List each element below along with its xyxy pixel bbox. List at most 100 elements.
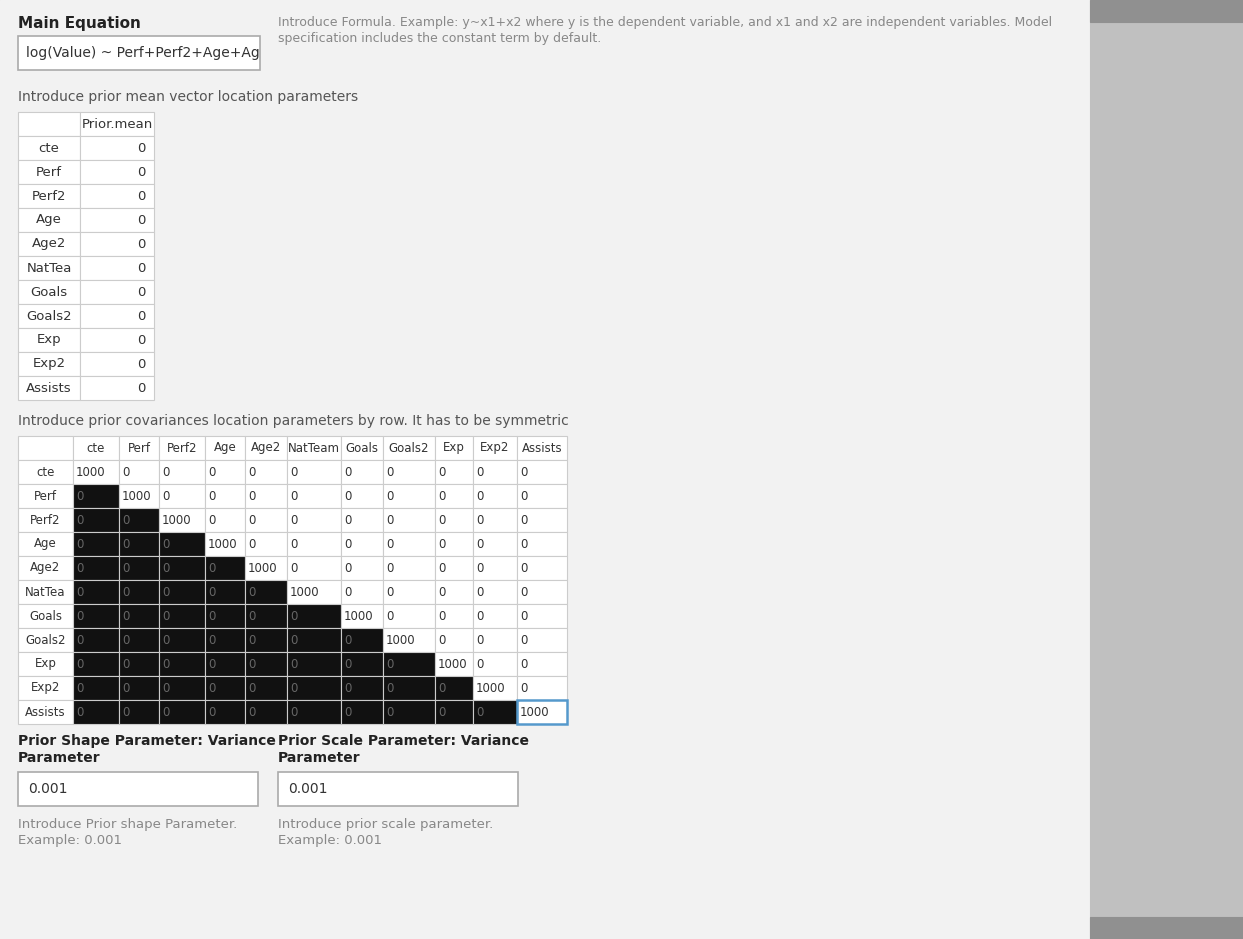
Bar <box>1090 917 1243 939</box>
Text: 0: 0 <box>76 514 83 527</box>
Text: 0: 0 <box>208 657 215 670</box>
Bar <box>278 772 518 806</box>
Bar <box>287 436 341 460</box>
Bar <box>0 0 1090 939</box>
Bar <box>17 484 73 508</box>
Text: Example: 0.001: Example: 0.001 <box>17 834 122 847</box>
Text: NatTea: NatTea <box>26 261 72 274</box>
Text: 0: 0 <box>438 634 445 646</box>
Bar <box>245 460 287 484</box>
Bar <box>17 304 80 328</box>
Bar <box>17 772 259 806</box>
Text: 0: 0 <box>344 466 352 479</box>
Text: 0: 0 <box>344 705 352 718</box>
Text: 0: 0 <box>520 466 527 479</box>
Bar <box>383 556 435 580</box>
Text: Goals: Goals <box>29 609 62 623</box>
Bar <box>435 484 474 508</box>
Text: Perf: Perf <box>128 441 150 454</box>
Text: 0: 0 <box>344 657 352 670</box>
Text: 0: 0 <box>76 537 83 550</box>
Text: Main Equation: Main Equation <box>17 16 140 31</box>
Bar <box>517 676 567 700</box>
Bar <box>205 508 245 532</box>
Bar <box>341 700 383 724</box>
Bar <box>17 112 80 136</box>
Bar <box>205 580 245 604</box>
Text: Goals2: Goals2 <box>26 310 72 322</box>
Bar <box>119 604 159 628</box>
Text: 0: 0 <box>208 466 215 479</box>
Text: 0: 0 <box>387 466 393 479</box>
Text: Assists: Assists <box>522 441 562 454</box>
Bar <box>341 508 383 532</box>
Bar <box>435 652 474 676</box>
Bar <box>383 628 435 652</box>
Text: Exp: Exp <box>37 333 61 346</box>
Text: Introduce prior mean vector location parameters: Introduce prior mean vector location par… <box>17 90 358 104</box>
Bar <box>341 676 383 700</box>
Text: Perf2: Perf2 <box>30 514 61 527</box>
Bar <box>73 580 119 604</box>
Bar <box>17 628 73 652</box>
Bar <box>17 280 80 304</box>
Bar <box>119 508 159 532</box>
Text: 1000: 1000 <box>162 514 191 527</box>
Text: 0: 0 <box>438 705 445 718</box>
Bar <box>517 604 567 628</box>
Bar <box>73 700 119 724</box>
Text: cte: cte <box>36 466 55 479</box>
Bar <box>287 652 341 676</box>
Bar <box>159 460 205 484</box>
Text: 0: 0 <box>162 466 169 479</box>
Text: 0: 0 <box>162 705 169 718</box>
Text: 0: 0 <box>387 562 393 575</box>
Bar <box>159 532 205 556</box>
Text: 0: 0 <box>387 705 393 718</box>
Text: 0: 0 <box>138 333 145 346</box>
Text: 0: 0 <box>122 634 129 646</box>
Text: 0: 0 <box>76 586 83 598</box>
Text: Example: 0.001: Example: 0.001 <box>278 834 382 847</box>
Bar <box>159 580 205 604</box>
Text: 1000: 1000 <box>520 705 549 718</box>
Bar <box>119 484 159 508</box>
Bar <box>435 436 474 460</box>
Bar <box>474 580 517 604</box>
Text: 0: 0 <box>476 489 484 502</box>
Text: 0: 0 <box>208 609 215 623</box>
Bar <box>80 256 154 280</box>
Bar <box>17 652 73 676</box>
Text: Perf2: Perf2 <box>32 190 66 203</box>
Text: Introduce Prior shape Parameter.: Introduce Prior shape Parameter. <box>17 818 237 831</box>
Text: 0: 0 <box>138 213 145 226</box>
Bar <box>341 652 383 676</box>
Bar <box>383 484 435 508</box>
Bar <box>205 604 245 628</box>
Text: NatTeam: NatTeam <box>288 441 341 454</box>
Text: 0: 0 <box>520 634 527 646</box>
Bar <box>435 628 474 652</box>
Bar <box>287 628 341 652</box>
Bar <box>435 460 474 484</box>
Bar <box>119 532 159 556</box>
Bar <box>474 652 517 676</box>
Text: Goals2: Goals2 <box>25 634 66 646</box>
Text: Age: Age <box>36 213 62 226</box>
Text: 0: 0 <box>249 586 255 598</box>
Text: 0: 0 <box>76 634 83 646</box>
Text: 0: 0 <box>249 537 255 550</box>
Bar <box>17 556 73 580</box>
Bar <box>205 532 245 556</box>
Text: 0: 0 <box>438 466 445 479</box>
Bar <box>341 580 383 604</box>
Bar <box>245 700 287 724</box>
Text: 0: 0 <box>520 586 527 598</box>
Bar <box>435 532 474 556</box>
Text: Prior Scale Parameter: Variance: Prior Scale Parameter: Variance <box>278 734 530 748</box>
Bar <box>435 508 474 532</box>
Bar <box>17 328 80 352</box>
Bar <box>435 700 474 724</box>
Bar <box>474 628 517 652</box>
Text: Introduce Formula. Example: y~x1+x2 where y is the dependent variable, and x1 an: Introduce Formula. Example: y~x1+x2 wher… <box>278 16 1052 29</box>
